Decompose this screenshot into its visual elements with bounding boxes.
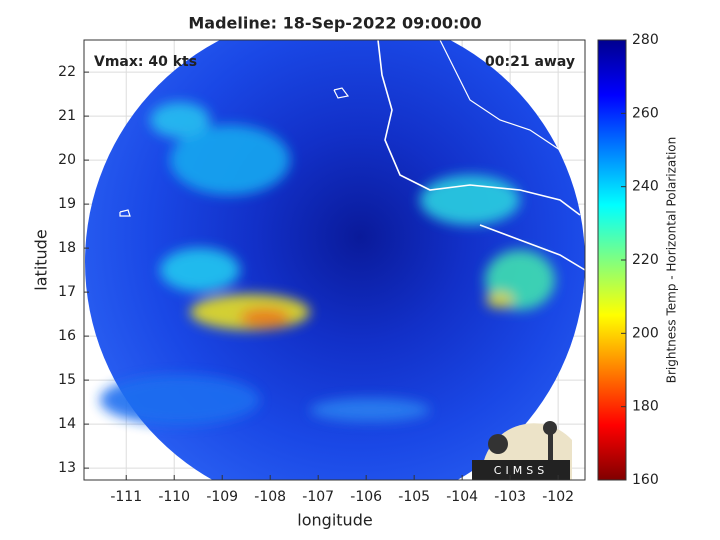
y-tick-label: 19 bbox=[58, 196, 76, 212]
colorbar-label: Brightness Temp - Horizontal Polarizatio… bbox=[665, 137, 679, 384]
x-tick-label: -104 bbox=[446, 489, 478, 505]
colorbar-tick-label: 180 bbox=[632, 399, 659, 415]
x-tick-label: -105 bbox=[398, 489, 430, 505]
y-tick-label: 20 bbox=[58, 152, 76, 168]
x-axis-label: longitude bbox=[297, 511, 372, 530]
y-axis-label: latitude bbox=[32, 229, 51, 290]
colorbar-tick-label: 280 bbox=[632, 32, 659, 48]
y-tick-label: 14 bbox=[58, 416, 76, 432]
colorbar-tick-label: 240 bbox=[632, 179, 659, 195]
colorbar-tick-label: 200 bbox=[632, 325, 659, 341]
y-tick-label: 18 bbox=[58, 240, 76, 256]
x-tick-label: -110 bbox=[158, 489, 190, 505]
plot-frame bbox=[83, 39, 586, 481]
y-tick-label: 22 bbox=[58, 64, 76, 80]
colorbar-tick-label: 220 bbox=[632, 252, 659, 268]
annotation: 00:21 away bbox=[485, 54, 575, 70]
x-tick-label: -109 bbox=[206, 489, 238, 505]
annotation: Vmax: 40 kts bbox=[94, 54, 197, 70]
x-tick-label: -108 bbox=[254, 489, 286, 505]
y-tick-label: 17 bbox=[58, 284, 76, 300]
colorbar-tick-label: 160 bbox=[632, 472, 659, 488]
y-tick-label: 15 bbox=[58, 372, 76, 388]
y-tick-label: 21 bbox=[58, 108, 76, 124]
chart-title: Madeline: 18-Sep-2022 09:00:00 bbox=[188, 14, 481, 33]
x-tick-label: -106 bbox=[350, 489, 382, 505]
logo-text: CIMSS bbox=[494, 464, 548, 477]
y-tick-label: 16 bbox=[58, 328, 76, 344]
satellite-image bbox=[85, 40, 585, 480]
x-tick-label: -102 bbox=[542, 489, 574, 505]
y-tick-label: 13 bbox=[58, 460, 76, 476]
colorbar-tick-label: 260 bbox=[632, 105, 659, 121]
x-tick-label: -103 bbox=[494, 489, 526, 505]
logo: CIMSS bbox=[472, 421, 572, 480]
x-tick-label: -107 bbox=[302, 489, 334, 505]
x-tick-label: -111 bbox=[110, 489, 142, 505]
